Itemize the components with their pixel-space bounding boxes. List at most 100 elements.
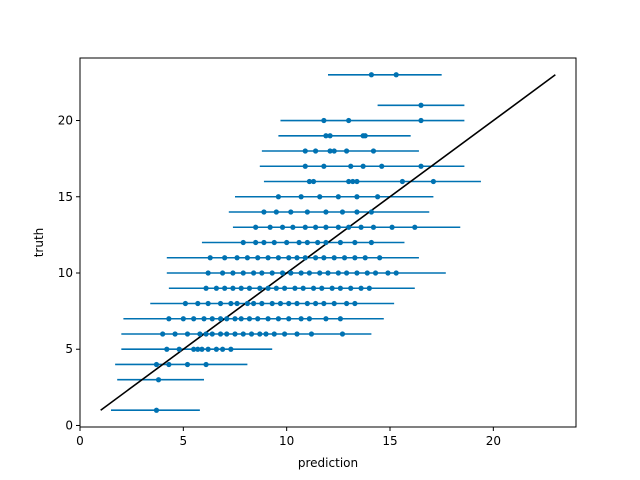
data-point: [209, 331, 215, 337]
data-point: [191, 316, 197, 322]
data-point: [180, 316, 186, 322]
data-point: [344, 270, 350, 276]
data-point: [205, 270, 211, 276]
data-point: [360, 163, 366, 169]
data-point: [292, 285, 298, 291]
data-point: [315, 239, 321, 246]
data-point: [203, 285, 209, 291]
data-point: [327, 148, 333, 154]
data-point: [335, 270, 341, 276]
data-point: [358, 285, 364, 291]
data-point: [331, 255, 337, 261]
data-point: [232, 316, 238, 322]
data-point: [217, 316, 224, 322]
data-point: [306, 316, 312, 322]
y-tick-label: 15: [58, 190, 73, 204]
data-point: [217, 300, 224, 307]
data-point: [220, 270, 226, 276]
data-point: [176, 346, 182, 352]
data-point: [304, 300, 310, 307]
data-point: [335, 224, 341, 230]
data-point: [317, 270, 323, 276]
data-point: [329, 285, 335, 291]
data-point: [418, 117, 424, 124]
data-point: [253, 224, 259, 230]
data-point: [282, 285, 288, 291]
data-point: [288, 209, 294, 215]
data-point: [195, 346, 201, 352]
data-point: [377, 255, 383, 261]
data-point: [273, 285, 279, 291]
data-point: [209, 316, 215, 322]
data-point: [166, 316, 172, 322]
data-point: [302, 148, 308, 154]
data-point: [354, 178, 360, 185]
data-point: [155, 377, 162, 383]
data-point: [160, 331, 166, 337]
data-point: [294, 300, 300, 307]
data-point: [337, 285, 343, 291]
data-point: [313, 224, 319, 230]
data-point: [302, 163, 308, 169]
data-point: [182, 300, 188, 307]
data-point: [253, 239, 259, 246]
data-point: [354, 194, 360, 200]
data-point: [240, 239, 246, 246]
data-point: [302, 224, 308, 230]
data-point: [199, 346, 205, 352]
data-point: [230, 285, 236, 291]
data-point: [323, 133, 329, 139]
data-point: [348, 163, 354, 169]
data-point: [323, 209, 329, 215]
data-point: [430, 178, 436, 185]
data-point: [203, 331, 209, 337]
plot-area: [100, 72, 556, 413]
data-point: [166, 361, 172, 368]
data-point: [323, 239, 329, 246]
data-point: [288, 270, 294, 276]
data-point: [205, 300, 211, 307]
data-point: [261, 239, 267, 246]
data-point: [184, 361, 191, 368]
data-point: [331, 300, 337, 307]
data-point: [255, 316, 261, 322]
data-point: [277, 300, 284, 307]
y-tick-label: 0: [65, 418, 73, 432]
data-point: [346, 117, 352, 124]
data-point: [302, 255, 308, 261]
data-point: [362, 133, 368, 139]
data-point: [362, 255, 368, 261]
data-point: [354, 209, 360, 215]
data-point: [313, 255, 319, 261]
data-point: [368, 209, 374, 215]
data-point: [246, 285, 253, 291]
data-point: [255, 255, 261, 261]
x-tick-label: 20: [486, 434, 501, 448]
data-point: [238, 316, 244, 322]
data-point: [275, 255, 281, 261]
data-point: [269, 270, 275, 276]
data-point: [323, 316, 329, 322]
data-point: [228, 300, 234, 307]
data-point: [399, 178, 405, 185]
data-point: [337, 316, 343, 322]
data-point: [220, 346, 226, 352]
data-point: [267, 224, 273, 230]
data-point: [300, 285, 306, 291]
data-point: [224, 316, 230, 322]
data-point: [286, 316, 292, 322]
data-point: [213, 346, 219, 352]
data-point: [222, 285, 228, 291]
data-point: [203, 361, 209, 368]
data-point: [251, 270, 257, 276]
data-point: [346, 178, 352, 185]
data-point: [257, 285, 263, 291]
data-point: [240, 331, 246, 337]
data-point: [344, 300, 350, 307]
data-point: [368, 72, 374, 78]
data-point: [153, 361, 160, 368]
data-point: [337, 239, 343, 246]
data-point: [354, 270, 360, 276]
data-point: [257, 331, 263, 337]
plot-frame: [79, 57, 577, 428]
